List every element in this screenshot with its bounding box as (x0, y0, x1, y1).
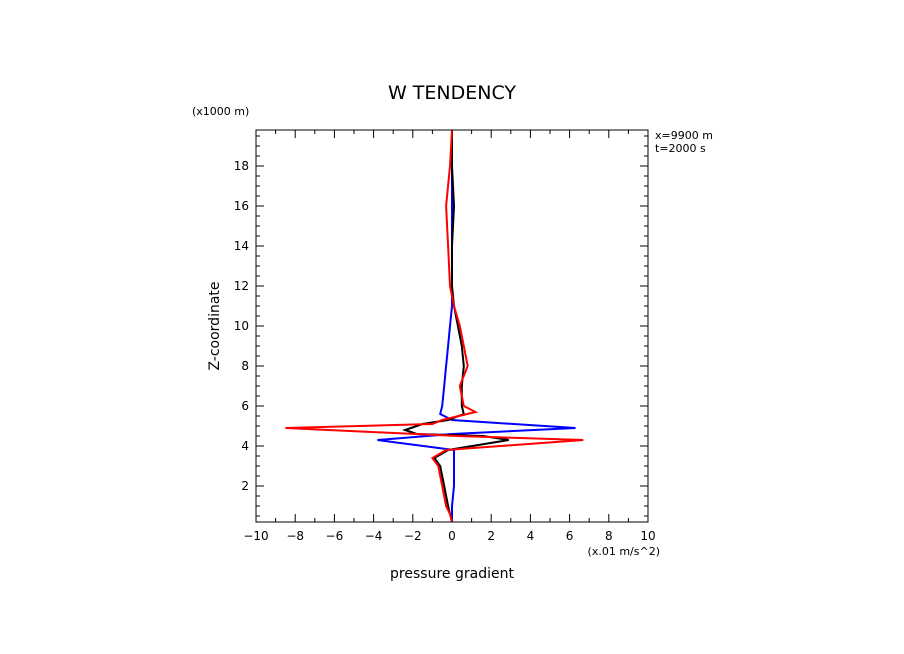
x-tick-label: 6 (566, 529, 574, 543)
y-axis-units: (x1000 m) (192, 105, 249, 118)
x-tick-label: −6 (326, 529, 344, 543)
y-axis-label: Z-coordinate (207, 281, 223, 370)
x-tick-label: 0 (448, 529, 456, 543)
annotation-x-position: x=9900 m (655, 129, 713, 142)
tick-labels: −10 −8 −6 −4 −2 0 2 4 6 8 10 2 4 6 8 10 12 14 16 18 (234, 159, 656, 543)
series-layer (285, 129, 584, 523)
x-tick-label: −8 (286, 529, 304, 543)
x-axis-label: pressure gradient (390, 566, 514, 582)
y-tick-label: 8 (241, 359, 249, 373)
x-tick-label: 4 (527, 529, 535, 543)
series-line-1 (377, 130, 576, 522)
y-tick-label: 2 (241, 479, 249, 493)
series-line-2 (401, 130, 509, 523)
y-tick-label: 16 (234, 199, 249, 213)
x-tick-label: −2 (404, 529, 422, 543)
y-tick-label: 6 (241, 399, 249, 413)
x-tick-label: −10 (243, 529, 268, 543)
x-tick-label: 2 (487, 529, 495, 543)
axis-ticks (255, 130, 649, 522)
x-axis-units: (x.01 m/s^2) (588, 545, 660, 558)
y-tick-label: 18 (234, 159, 249, 173)
y-tick-label: 4 (241, 439, 249, 453)
series-line-3 (285, 129, 584, 523)
y-tick-label: 12 (234, 279, 249, 293)
y-tick-label: 10 (234, 319, 249, 333)
x-tick-label: 10 (640, 529, 655, 543)
x-tick-label: −4 (365, 529, 383, 543)
annotation-time: t=2000 s (655, 142, 706, 155)
plot-frame (255, 129, 649, 523)
x-tick-label: 8 (605, 529, 613, 543)
chart-title: W TENDENCY (388, 82, 516, 104)
y-tick-label: 14 (234, 239, 249, 253)
